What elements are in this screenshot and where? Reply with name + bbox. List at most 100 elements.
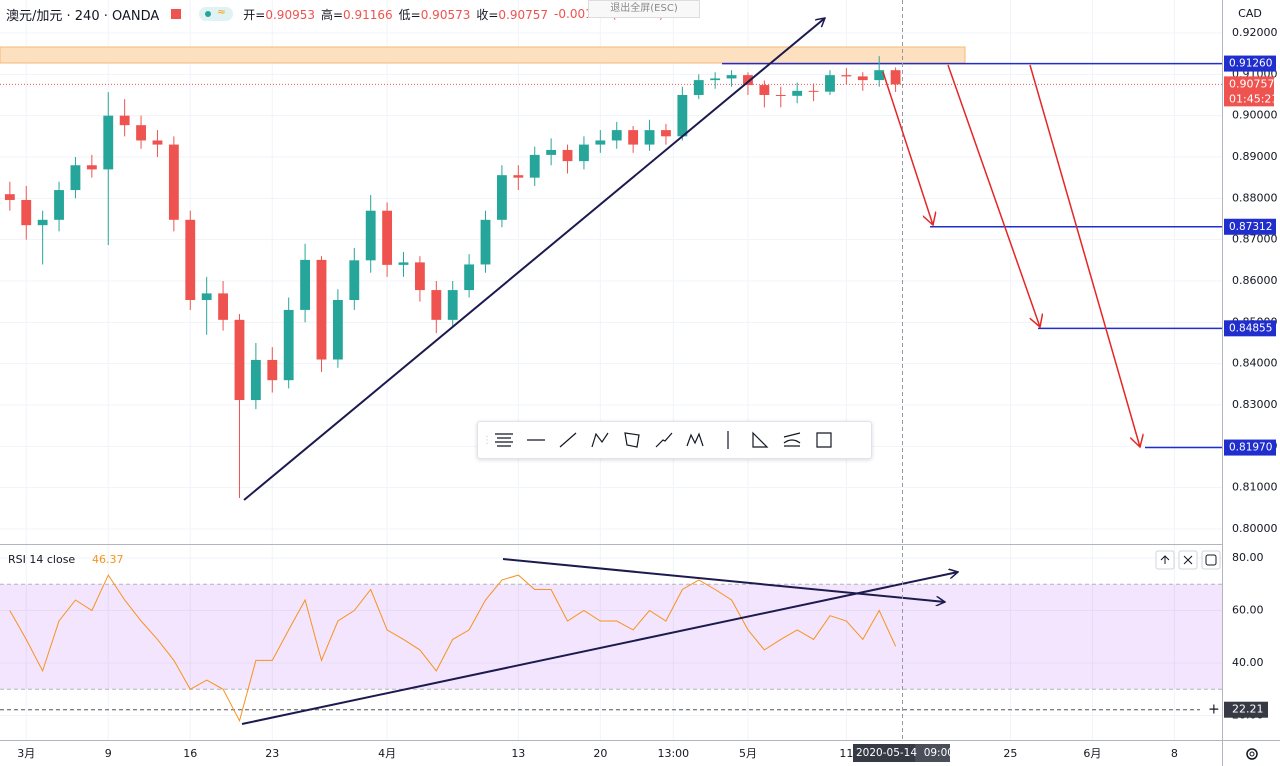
x-tick-label: 11 bbox=[839, 747, 853, 760]
rsi-trend-line[interactable] bbox=[502, 558, 945, 602]
tool-icon[interactable] bbox=[653, 429, 675, 451]
candle-body bbox=[857, 76, 868, 81]
x-tick-label: 13 bbox=[511, 747, 525, 760]
x-tick-label: 5月 bbox=[739, 747, 757, 760]
rsi-tick-label: 60.00 bbox=[1232, 603, 1264, 616]
x-tick-label: 9 bbox=[105, 747, 112, 760]
x-tick-label: 6月 bbox=[1083, 747, 1101, 760]
tool-icon[interactable] bbox=[493, 429, 515, 451]
candle-body bbox=[382, 210, 393, 265]
candle-body bbox=[611, 130, 622, 141]
rsi-line bbox=[9, 574, 897, 723]
currency: CAD bbox=[1238, 7, 1262, 20]
tool-icon[interactable] bbox=[557, 429, 579, 451]
tool-icon[interactable] bbox=[525, 429, 547, 451]
candle-body bbox=[677, 94, 688, 137]
tool-icon[interactable] bbox=[781, 429, 803, 451]
target-arrow[interactable] bbox=[1029, 64, 1140, 447]
candle-body bbox=[874, 70, 885, 81]
y-tick-label: 0.83000 bbox=[1232, 398, 1278, 411]
stat-label: 收= bbox=[476, 7, 499, 22]
crosshair-label-bg bbox=[915, 744, 950, 762]
rsi-level-label: 22.21 bbox=[1232, 703, 1264, 716]
tool-icon[interactable] bbox=[749, 429, 771, 451]
candle-body bbox=[283, 309, 294, 381]
flag[interactable] bbox=[171, 9, 182, 19]
settings-icon[interactable] bbox=[1246, 748, 1258, 760]
pane-buttons[interactable] bbox=[1155, 550, 1221, 570]
candle-body bbox=[431, 290, 442, 320]
symbol-title: 澳元/加元 · 240 · OANDA bbox=[6, 8, 160, 24]
target-arrow[interactable] bbox=[882, 71, 933, 225]
candle-body bbox=[825, 75, 835, 92]
candle-body bbox=[480, 219, 491, 265]
candle-body bbox=[300, 259, 311, 310]
tool-icon[interactable] bbox=[589, 429, 611, 451]
candle-body bbox=[529, 154, 540, 178]
candle-body bbox=[546, 149, 557, 155]
target-arrow[interactable] bbox=[947, 64, 1040, 327]
stat-label: 高= bbox=[320, 7, 344, 22]
candle-body bbox=[349, 260, 360, 300]
price-level-label: 0.91260 bbox=[1229, 58, 1272, 70]
stat-value: 0.90953 bbox=[265, 7, 315, 22]
candle-body bbox=[267, 359, 278, 381]
candle-body bbox=[628, 130, 639, 145]
candle-body bbox=[152, 140, 163, 145]
candle-body bbox=[119, 115, 130, 126]
x-tick-label: 25 bbox=[1003, 747, 1017, 760]
y-tick-label: 0.88000 bbox=[1232, 191, 1278, 204]
x-tick-label: 16 bbox=[183, 747, 197, 760]
tool-icon[interactable] bbox=[813, 429, 835, 451]
y-tick-label: 0.92000 bbox=[1232, 26, 1278, 39]
price-level-label: 0.81970 bbox=[1229, 442, 1272, 454]
drawing-toolbar: ⋮ bbox=[477, 421, 872, 459]
crosshair-label-bg bbox=[853, 744, 915, 762]
status-badge[interactable]: ≈ bbox=[199, 7, 234, 21]
y-tick-label: 0.84000 bbox=[1232, 357, 1278, 370]
stat-value: 0.90757 bbox=[498, 7, 549, 22]
candle-body bbox=[201, 293, 212, 300]
candle-body bbox=[579, 144, 589, 162]
candle-body bbox=[562, 149, 573, 162]
candle-body bbox=[693, 80, 704, 95]
stat-label: 开= bbox=[243, 7, 266, 22]
candle-body bbox=[414, 262, 425, 291]
candle-body bbox=[890, 70, 901, 85]
tool-icon[interactable] bbox=[621, 429, 643, 451]
y-tick-label: 0.90000 bbox=[1232, 109, 1278, 122]
candle-body bbox=[4, 194, 15, 200]
rsi-tick-label: 80.00 bbox=[1232, 551, 1264, 564]
rsi-value: 46.37 bbox=[92, 553, 124, 566]
candle-body bbox=[775, 94, 786, 96]
candle-body bbox=[726, 75, 737, 79]
candle-body bbox=[365, 210, 376, 261]
y-tick-label: 0.87000 bbox=[1232, 233, 1278, 246]
y-tick-label: 0.89000 bbox=[1232, 150, 1278, 163]
tooltip: 退出全屏(ESC) bbox=[588, 0, 700, 18]
rsi-name: RSI 14 close bbox=[8, 553, 75, 566]
candle-body bbox=[841, 75, 852, 77]
countdown: 01:45:21 bbox=[1229, 92, 1278, 105]
candle-body bbox=[54, 190, 64, 220]
resistance-zone[interactable] bbox=[0, 46, 966, 64]
tool-icon[interactable] bbox=[685, 429, 707, 451]
y-tick-label: 0.80000 bbox=[1232, 522, 1278, 535]
header: 澳元/加元 · 240 · OANDA ≈ 开=0.90953 高=0.91166… bbox=[6, 4, 670, 24]
candle-body bbox=[792, 90, 803, 96]
stat-value: 0.90573 bbox=[420, 7, 471, 22]
trend-line[interactable] bbox=[243, 18, 825, 501]
add-button[interactable]: + bbox=[1208, 702, 1220, 718]
candle-body bbox=[759, 85, 770, 95]
rsi-tick-label: 40.00 bbox=[1232, 656, 1264, 669]
candle-body bbox=[332, 299, 343, 360]
crosshair-label: 2020-05-14 09:00 bbox=[856, 747, 954, 759]
candle-body bbox=[70, 165, 81, 191]
candle-body bbox=[234, 319, 245, 401]
x-tick-label: 8 bbox=[1171, 747, 1178, 760]
candle-body bbox=[595, 140, 606, 145]
candle-body bbox=[316, 259, 327, 360]
rsi-trend-line[interactable] bbox=[241, 572, 958, 725]
x-tick-label: 3月 bbox=[17, 747, 35, 760]
tool-icon[interactable] bbox=[717, 429, 739, 451]
